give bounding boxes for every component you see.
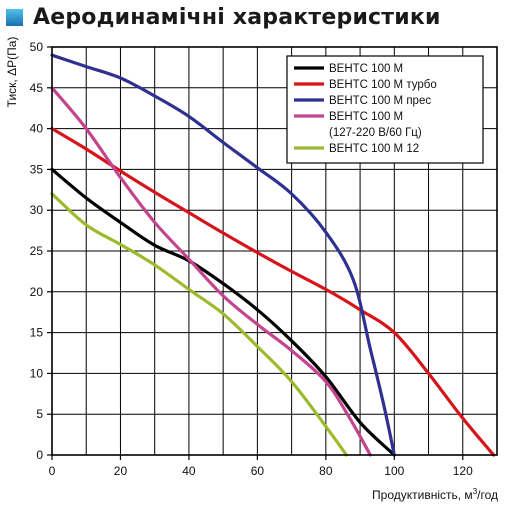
y-tick-label: 0: [36, 448, 43, 462]
x-tick-label: 120: [453, 464, 473, 478]
series-line-4: [50, 86, 372, 457]
x-tick-label: 60: [251, 464, 265, 478]
x-tick-label: 20: [114, 464, 128, 478]
x-axis-label: Продуктивність, м3/год: [372, 487, 498, 502]
y-axis-label: Тиск, ΔР(Па): [5, 37, 19, 108]
page-title: Аеродинамічні характеристики: [33, 4, 441, 30]
y-tick-label: 30: [30, 203, 44, 217]
tick-labels: 0 20 40 60 80 100 120 0 5 10 15 20 25 30 35 40 45 50: [30, 40, 473, 478]
series-lines: [50, 53, 496, 457]
series-line-3: [50, 53, 396, 457]
x-tick-label: 100: [384, 464, 404, 478]
y-tick-label: 45: [30, 81, 44, 95]
series-line-2: [50, 127, 496, 457]
legend-box: [286, 55, 484, 164]
y-tick-label: 5: [36, 407, 43, 421]
y-tick-label: 25: [30, 244, 44, 258]
legend-label-1: ВЕНТС 100 М: [329, 63, 403, 75]
y-tick-label: 35: [30, 162, 44, 176]
y-tick-label: 50: [30, 40, 44, 54]
legend-label-4: (127-220 В/60 Гц): [329, 127, 422, 139]
series-line-5: [50, 192, 348, 457]
y-tick-label: 40: [30, 122, 44, 136]
y-tick-label: 15: [30, 326, 44, 340]
legend-label-2: ВЕНТС 100 М турбо: [329, 79, 437, 91]
x-tick-label: 80: [319, 464, 333, 478]
plot-frame: [47, 46, 498, 460]
x-tick-label: 0: [49, 464, 56, 478]
title-marker-icon: [6, 8, 23, 26]
legend: ВЕНТС 100 М ВЕНТС 100 М турбо ВЕНТС 100 М …: [286, 55, 484, 164]
y-tick-label: 20: [30, 285, 44, 299]
legend-label-5: ВЕНТС 100 М 12: [329, 143, 419, 155]
series-line-1: [50, 167, 396, 457]
title-row: Аеродинамічні характеристики: [6, 4, 441, 30]
legend-label-4: ВЕНТС 100 М: [329, 111, 403, 123]
legend-label-3: ВЕНТС 100 М прес: [329, 95, 431, 107]
x-tick-label: 40: [182, 464, 196, 478]
y-tick-label: 10: [30, 366, 44, 380]
